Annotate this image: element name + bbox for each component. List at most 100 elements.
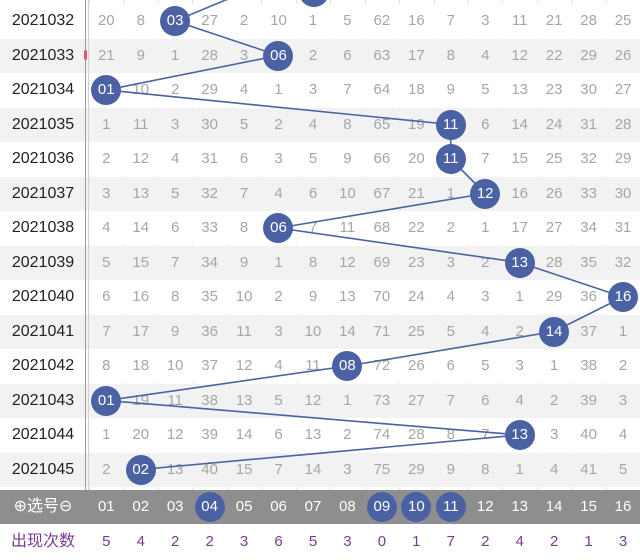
omission-cell: 29 xyxy=(614,150,632,167)
omission-cell: 1 xyxy=(515,460,524,478)
pick-number-08[interactable]: 08 xyxy=(330,490,365,524)
omission-cell: 27 xyxy=(408,391,425,409)
pick-number-10[interactable]: 10 xyxy=(399,490,434,524)
table-row xyxy=(0,314,640,349)
omission-cell: 3 xyxy=(446,253,455,271)
omission-cell: 63 xyxy=(373,46,391,64)
occurrence-count: 4 xyxy=(515,533,524,550)
omission-cell: 12 xyxy=(339,253,356,271)
omission-cell: 28 xyxy=(580,12,597,29)
pick-number-02[interactable]: 02 xyxy=(123,490,158,524)
omission-cell: 3 xyxy=(274,150,283,167)
omission-cell: 10 xyxy=(270,12,287,29)
pick-number-14[interactable]: 14 xyxy=(537,490,572,524)
omission-cell: 16 xyxy=(511,184,529,202)
pick-number-06[interactable]: 06 xyxy=(261,490,296,524)
omission-cell: 2 xyxy=(618,357,628,374)
omission-cell: 21 xyxy=(408,184,425,202)
omission-cell: 8 xyxy=(343,115,352,133)
pick-number-05[interactable]: 05 xyxy=(227,490,262,524)
omission-cell: 22 xyxy=(408,219,425,236)
omission-cell: 7 xyxy=(171,253,180,271)
pick-label: 01 xyxy=(97,498,115,515)
omission-cell: 2 xyxy=(102,150,111,167)
omission-cell: 23 xyxy=(408,253,425,271)
omission-cell: 6 xyxy=(239,150,249,167)
omission-cell: 30 xyxy=(580,81,597,98)
omission-cell: 1 xyxy=(274,81,283,98)
omission-cell: 15 xyxy=(511,150,529,167)
omission-cell: 8 xyxy=(136,12,145,29)
omission-cell: 3 xyxy=(515,357,524,374)
omission-cell: 1 xyxy=(171,46,180,64)
omission-cell: 34 xyxy=(201,253,218,271)
omission-cell: 20 xyxy=(132,426,150,443)
hit-ball: 12 xyxy=(470,178,501,209)
omission-cell: 2 xyxy=(239,12,249,29)
pick-number-12[interactable]: 12 xyxy=(468,490,503,524)
selector-label[interactable]: ⊕选号⊖ xyxy=(13,498,73,515)
issue-number: 2021032 xyxy=(11,12,75,29)
clipped-ball xyxy=(301,0,327,7)
omission-cell: 11 xyxy=(339,219,356,236)
pick-number-15[interactable]: 15 xyxy=(571,490,606,524)
omission-cell: 12 xyxy=(132,150,150,167)
omission-cell: 1 xyxy=(549,357,559,374)
omission-cell: 9 xyxy=(446,460,455,478)
omission-cell: 1 xyxy=(102,426,111,443)
omission-cell: 30 xyxy=(201,115,218,133)
omission-cell: 18 xyxy=(408,81,425,98)
omission-cell: 38 xyxy=(580,357,597,374)
pick-number-13[interactable]: 13 xyxy=(502,490,537,524)
omission-cell: 8 xyxy=(171,288,180,305)
omission-cell: 3 xyxy=(343,460,352,478)
column-separator xyxy=(123,0,125,490)
omission-cell: 71 xyxy=(373,322,391,340)
omission-cell: 10 xyxy=(304,322,322,340)
pick-number-04[interactable]: 04 xyxy=(192,490,227,524)
column-separator xyxy=(157,0,159,490)
pick-number-07[interactable]: 07 xyxy=(296,490,331,524)
omission-cell: 5 xyxy=(481,81,490,98)
omission-cell: 32 xyxy=(580,150,597,167)
selected-dot xyxy=(435,492,466,522)
omission-cell: 17 xyxy=(408,46,425,64)
omission-cell: 8 xyxy=(481,460,490,478)
omission-cell: 14 xyxy=(511,115,529,133)
omission-cell: 37 xyxy=(580,322,597,340)
trend-connector-lines xyxy=(106,0,626,471)
omission-cell: 2 xyxy=(343,426,352,443)
occurrence-count: 3 xyxy=(618,533,628,550)
omission-cell: 6 xyxy=(481,391,490,409)
pick-label: 14 xyxy=(545,498,563,515)
hit-ball: 01 xyxy=(91,75,122,105)
omission-cell: 1 xyxy=(481,219,490,236)
omission-cell: 41 xyxy=(580,460,597,478)
omission-cell: 29 xyxy=(408,460,425,478)
omission-cell: 13 xyxy=(235,391,253,409)
omission-cell: 3 xyxy=(102,184,111,202)
issue-number: 2021042 xyxy=(11,357,75,374)
omission-cell: 15 xyxy=(132,253,150,271)
pick-number-09[interactable]: 09 xyxy=(365,490,400,524)
omission-cell: 24 xyxy=(545,115,563,133)
pick-number-16[interactable]: 16 xyxy=(606,490,640,524)
pick-label: 09 xyxy=(373,498,391,515)
column-separator xyxy=(467,0,469,490)
omission-cell: 2 xyxy=(515,322,524,340)
omission-cell: 16 xyxy=(132,288,150,305)
pick-label: 13 xyxy=(511,498,529,515)
pick-number-03[interactable]: 03 xyxy=(158,490,193,524)
omission-cell: 75 xyxy=(373,460,391,478)
omission-cell: 4 xyxy=(274,357,283,374)
pick-number-11[interactable]: 11 xyxy=(434,490,469,524)
omission-cell: 4 xyxy=(515,391,524,409)
omission-cell: 4 xyxy=(618,426,628,443)
omission-cell: 8 xyxy=(308,253,318,271)
omission-cell: 6 xyxy=(308,184,318,202)
omission-cell: 28 xyxy=(545,253,563,271)
omission-cell: 24 xyxy=(408,288,425,305)
column-separator xyxy=(226,0,228,490)
pick-number-01[interactable]: 01 xyxy=(89,490,124,524)
omission-cell: 26 xyxy=(614,46,632,64)
